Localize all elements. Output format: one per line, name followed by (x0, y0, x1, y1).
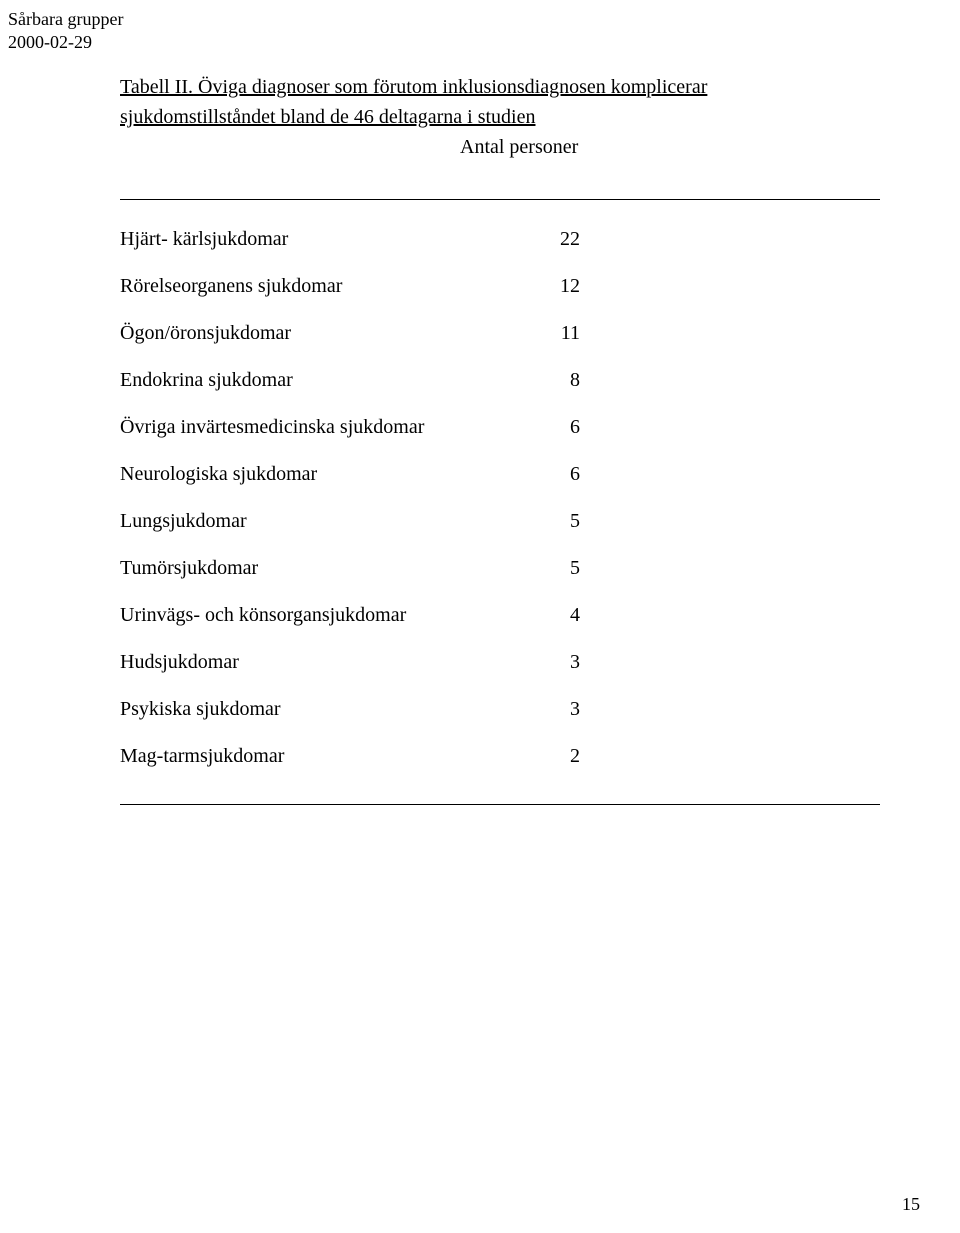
title-prefix: Tabell II. (120, 76, 193, 98)
divider-bottom (120, 804, 880, 805)
row-value: 22 (520, 228, 580, 251)
table-row: Urinvägs- och könsorgansjukdomar 4 (120, 604, 880, 627)
table-row: Hjärt- kärlsjukdomar 22 (120, 228, 880, 251)
table-row: Hudsjukdomar 3 (120, 651, 880, 674)
row-value: 3 (520, 651, 580, 674)
row-value: 4 (520, 604, 580, 627)
row-value: 8 (520, 369, 580, 392)
table-row: Lungsjukdomar 5 (120, 510, 880, 533)
row-label: Urinvägs- och könsorgansjukdomar (120, 604, 520, 627)
table-row: Mag-tarmsjukdomar 2 (120, 745, 880, 768)
row-label: Tumörsjukdomar (120, 557, 520, 580)
row-label: Endokrina sjukdomar (120, 369, 520, 392)
page-number: 15 (902, 1194, 920, 1215)
document-content: Tabell II. Öviga diagnoser som förutom i… (120, 72, 880, 805)
page-header: Sårbara grupper 2000-02-29 (8, 8, 123, 53)
row-value: 12 (520, 275, 580, 298)
row-label: Lungsjukdomar (120, 510, 520, 533)
row-label: Mag-tarmsjukdomar (120, 745, 520, 768)
table-row: Ögon/öronsjukdomar 11 (120, 322, 880, 345)
row-label: Psykiska sjukdomar (120, 698, 520, 721)
table-row: Övriga invärtesmedicinska sjukdomar 6 (120, 416, 880, 439)
table-rows: Hjärt- kärlsjukdomar 22 Rörelseorganens … (120, 228, 880, 768)
row-value: 3 (520, 698, 580, 721)
row-value: 2 (520, 745, 580, 768)
header-line-2: 2000-02-29 (8, 31, 123, 54)
row-value: 11 (520, 322, 580, 345)
row-label: Hudsjukdomar (120, 651, 520, 674)
title-line-2: sjukdomstillståndet bland de 46 deltagar… (120, 106, 535, 128)
divider-top (120, 199, 880, 200)
row-value: 6 (520, 416, 580, 439)
table-row: Neurologiska sjukdomar 6 (120, 463, 880, 486)
row-value: 5 (520, 510, 580, 533)
row-label: Ögon/öronsjukdomar (120, 322, 520, 345)
row-value: 5 (520, 557, 580, 580)
header-line-1: Sårbara grupper (8, 8, 123, 31)
row-label: Övriga invärtesmedicinska sjukdomar (120, 416, 520, 439)
table-row: Psykiska sjukdomar 3 (120, 698, 880, 721)
column-header: Antal personer (120, 136, 880, 159)
row-label: Neurologiska sjukdomar (120, 463, 520, 486)
table-row: Rörelseorganens sjukdomar 12 (120, 275, 880, 298)
table-title: Tabell II. Öviga diagnoser som förutom i… (120, 72, 880, 132)
table-row: Tumörsjukdomar 5 (120, 557, 880, 580)
title-line-1: Öviga diagnoser som förutom inklusionsdi… (193, 76, 707, 98)
row-value: 6 (520, 463, 580, 486)
row-label: Rörelseorganens sjukdomar (120, 275, 520, 298)
table-row: Endokrina sjukdomar 8 (120, 369, 880, 392)
row-label: Hjärt- kärlsjukdomar (120, 228, 520, 251)
